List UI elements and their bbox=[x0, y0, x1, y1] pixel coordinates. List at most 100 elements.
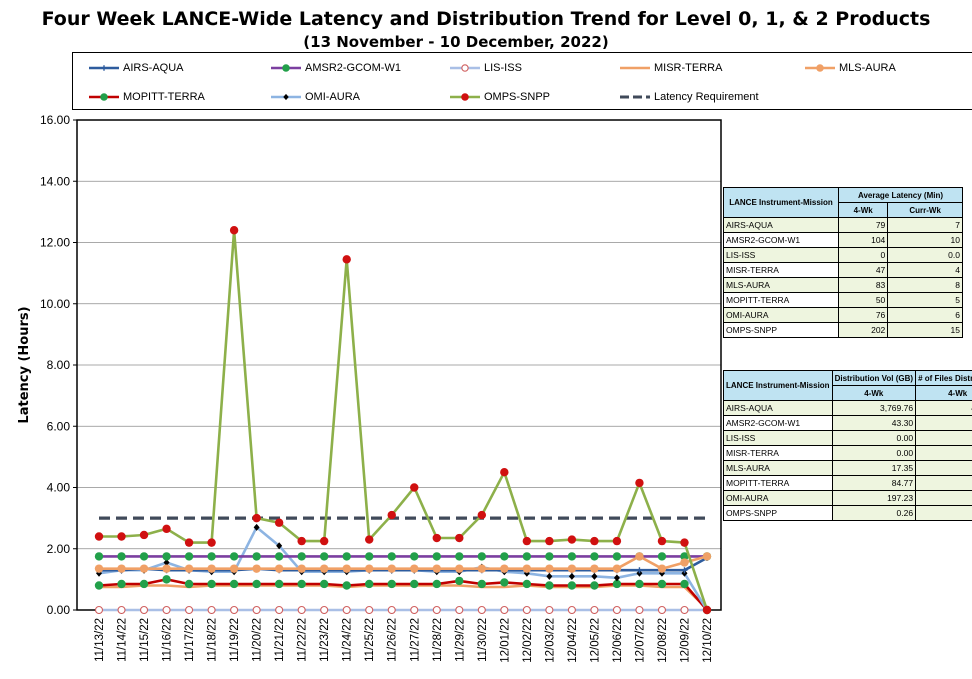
data-point bbox=[410, 552, 419, 561]
x-tick-label: 11/29/22 bbox=[454, 618, 466, 662]
x-tick-label: 11/22/22 bbox=[297, 618, 309, 662]
latency-value-cell: 47 bbox=[837, 262, 889, 278]
data-point bbox=[477, 564, 487, 573]
data-point bbox=[252, 513, 261, 523]
data-point bbox=[500, 564, 509, 573]
data-point bbox=[500, 467, 509, 477]
data-point bbox=[342, 581, 351, 590]
latency-row: OMI-AURA 76 6 bbox=[723, 307, 963, 323]
data-point bbox=[635, 605, 644, 615]
legend-swatch bbox=[450, 64, 480, 72]
data-point bbox=[274, 518, 284, 527]
data-point bbox=[590, 605, 599, 615]
latency-value-cell: 202 bbox=[837, 322, 889, 338]
x-tick-label: 12/03/22 bbox=[544, 618, 556, 663]
data-point bbox=[184, 552, 194, 561]
legend-label: MOPITT-TERRA bbox=[123, 91, 205, 103]
data-point bbox=[410, 564, 419, 573]
distribution-value-cell: 79,92 bbox=[915, 460, 972, 476]
latency-value-cell: 10 bbox=[887, 232, 963, 248]
data-point bbox=[139, 564, 149, 573]
distribution-value-cell: 2 bbox=[915, 505, 972, 521]
latency-row: MLS-AURA 83 8 bbox=[723, 277, 963, 293]
latency-value-cell: 76 bbox=[837, 307, 889, 323]
data-point bbox=[365, 552, 374, 561]
legend-item: LIS-ISS bbox=[448, 61, 522, 75]
latency-value-cell: 50 bbox=[837, 292, 889, 308]
distribution-value-cell bbox=[915, 430, 972, 446]
data-point bbox=[477, 605, 486, 615]
data-point bbox=[590, 536, 599, 546]
data-point bbox=[568, 572, 575, 580]
latency-value-cell: 6 bbox=[887, 307, 963, 323]
data-point bbox=[207, 605, 216, 615]
distribution-instrument-cell: MISR-TERRA bbox=[723, 445, 833, 461]
data-point bbox=[253, 523, 260, 531]
data-point bbox=[117, 552, 126, 561]
data-point bbox=[274, 552, 284, 561]
legend-label: LIS-ISS bbox=[484, 62, 522, 74]
data-point bbox=[680, 579, 689, 589]
data-point bbox=[702, 552, 712, 561]
distribution-value-cell: 84.77 bbox=[831, 475, 917, 491]
distribution-value-cell: 197.23 bbox=[831, 490, 917, 506]
legend-item: MISR-TERRA bbox=[618, 61, 722, 75]
x-tick-label: 11/26/22 bbox=[387, 618, 399, 662]
legend-marker bbox=[461, 64, 469, 72]
distribution-instrument-cell: LIS-ISS bbox=[723, 430, 833, 446]
data-point bbox=[94, 605, 104, 615]
data-point bbox=[387, 510, 396, 520]
data-point bbox=[410, 605, 419, 615]
x-tick-label: 11/17/22 bbox=[184, 618, 196, 662]
data-point bbox=[94, 564, 104, 573]
distribution-instrument-cell: OMPS-SNPP bbox=[723, 505, 833, 521]
distribution-instrument-cell: AIRS-AQUA bbox=[723, 400, 833, 416]
data-point bbox=[546, 572, 553, 580]
latency-value-cell: 8 bbox=[887, 277, 963, 293]
data-point bbox=[522, 536, 532, 546]
latency-value-cell: 83 bbox=[837, 277, 889, 293]
x-tick-label: 11/14/22 bbox=[117, 618, 129, 662]
data-point bbox=[342, 552, 351, 561]
data-point bbox=[455, 576, 464, 586]
legend-item: MOPITT-TERRA bbox=[87, 90, 205, 104]
latency-instrument-cell: OMI-AURA bbox=[723, 307, 839, 323]
latency-instrument-cell: AMSR2-GCOM-W1 bbox=[723, 232, 839, 248]
data-point bbox=[590, 564, 599, 573]
x-tick-label: 11/18/22 bbox=[207, 618, 219, 662]
x-tick-label: 11/15/22 bbox=[139, 618, 151, 662]
latency-row: AMSR2-GCOM-W1 104 10 bbox=[723, 232, 963, 248]
x-tick-label: 11/24/22 bbox=[342, 618, 354, 662]
data-point bbox=[252, 605, 261, 615]
legend-marker bbox=[283, 93, 289, 101]
data-point bbox=[522, 564, 532, 573]
data-point bbox=[184, 564, 194, 573]
legend-marker bbox=[282, 64, 290, 72]
latency-instrument-cell: MISR-TERRA bbox=[723, 262, 839, 278]
data-point bbox=[612, 552, 622, 561]
data-point bbox=[455, 552, 464, 561]
distribution-instrument-cell: OMI-AURA bbox=[723, 490, 833, 506]
data-point bbox=[365, 579, 374, 589]
data-point bbox=[680, 538, 689, 547]
data-point bbox=[276, 542, 283, 550]
x-tick-label: 12/05/22 bbox=[589, 618, 601, 663]
series-misr-terra bbox=[99, 584, 708, 610]
data-point bbox=[139, 530, 149, 540]
chart-subtitle: (13 November - 10 December, 2022) bbox=[303, 33, 609, 51]
data-point bbox=[657, 552, 667, 561]
data-point bbox=[545, 564, 554, 573]
legend-marker bbox=[816, 64, 824, 72]
series-mopitt-terra bbox=[94, 575, 712, 615]
y-tick-label: 10.00 bbox=[40, 297, 70, 311]
latency-value-cell: 79 bbox=[837, 217, 889, 233]
latency-value-cell: 0 bbox=[837, 247, 889, 263]
data-point bbox=[702, 605, 712, 615]
data-point bbox=[252, 579, 261, 589]
data-point bbox=[567, 535, 577, 544]
y-tick-label: 4.00 bbox=[47, 481, 71, 495]
data-point bbox=[319, 579, 329, 589]
legend-swatch bbox=[620, 95, 650, 99]
distribution-value-cell: 3,769.76 bbox=[831, 400, 917, 416]
